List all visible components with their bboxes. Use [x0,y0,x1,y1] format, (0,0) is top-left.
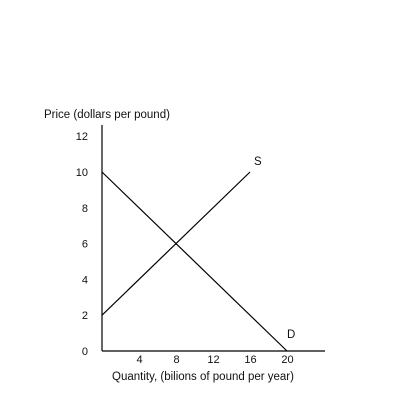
y-tick-label: 2 [82,310,88,322]
y-tick-labels: 0 2 4 6 8 10 12 [76,131,88,358]
y-tick-label: 0 [82,346,88,358]
x-tick-label: 12 [207,354,219,366]
x-tick-label: 4 [136,354,142,366]
supply-label: S [254,156,262,168]
y-tick-label: 12 [76,131,88,143]
y-tick-label: 8 [82,203,88,215]
x-tick-label: 20 [281,354,293,366]
x-axis-title: Quantity, (bilions of pound per year) [112,371,294,383]
series-labels: SD [254,156,295,341]
y-tick-label: 6 [82,239,88,251]
series-lines [101,171,288,352]
demand-label: D [287,329,295,341]
y-tick-label: 4 [82,274,88,286]
x-tick-label: 16 [244,354,256,366]
x-tick-label: 8 [173,354,179,366]
x-tick-labels: 4 8 12 16 20 [136,354,293,366]
demand-curve [101,171,288,352]
y-tick-label: 10 [76,167,88,179]
y-axis-title: Price (dollars per pound) [44,109,170,121]
